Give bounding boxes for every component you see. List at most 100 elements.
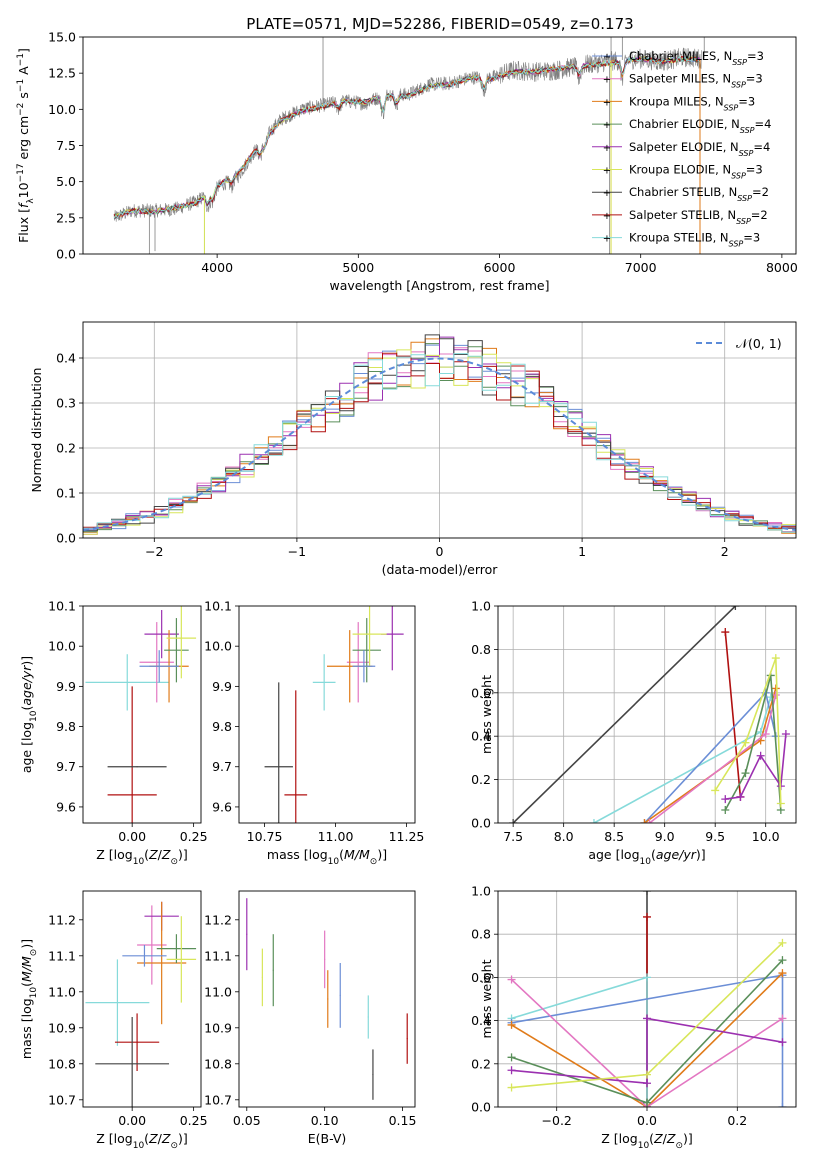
weight-point-marker (507, 975, 516, 984)
label-part: Z [log (96, 1131, 132, 1146)
data-point (391, 633, 393, 635)
label-part: M/M (344, 847, 370, 862)
weight-point-marker (771, 654, 780, 663)
age_vs_mass-plot-area (264, 606, 404, 823)
weight-point-marker (778, 956, 787, 965)
weight-point-marker (721, 805, 730, 814)
weight-point-marker (756, 751, 765, 760)
y-tick-label: 1.0 (471, 884, 491, 899)
y-tick-label: 0.3 (56, 396, 76, 411)
x-tick-label: 8000 (766, 260, 798, 275)
y-tick-label: 0.0 (471, 1100, 491, 1115)
legend-marker: + (603, 211, 611, 222)
legend-marker: + (603, 120, 611, 131)
y-tick-label: 11.0 (204, 984, 232, 999)
axes-frame (82, 605, 202, 824)
data-point (161, 962, 163, 964)
label-part: / (158, 847, 163, 862)
residual-histogram-step (83, 334, 796, 532)
y-tick-label: 10.9 (48, 1020, 76, 1035)
label-part: 10 (16, 182, 31, 198)
x-tick-label: 10.0 (752, 829, 780, 844)
weight-vs-age-panel: 7.5 8.0 8.5 9.0 9.5 10.0 0.0 0.2 0.4 0.6 0.8 1.0 age… (471, 599, 797, 867)
legend-label-tail: =3 (743, 231, 760, 245)
y-tick-label: 5.0 (56, 174, 76, 189)
y-tick-label: 0.2 (56, 441, 76, 456)
data-point (372, 1074, 374, 1076)
legend-label-sub: SSP (739, 148, 754, 157)
label-part: erg cm (16, 116, 31, 164)
y-tick-label: 10.8 (204, 1056, 232, 1071)
y-tick-label: 0.8 (471, 927, 491, 942)
normal-distribution-curve (83, 357, 796, 532)
y-tick-label: 0.8 (471, 642, 491, 657)
legend-marker: + (603, 75, 611, 86)
x-tick-label: 10.75 (247, 829, 283, 844)
weight-series-line (724, 675, 782, 811)
spectrum-panel: 4000 5000 6000 7000 8000 0.0 2.5 5.0 7.5 10.0 12.5… (16, 30, 798, 294)
weight-point-marker (643, 912, 651, 921)
label-part: λ (26, 198, 36, 204)
label-part: 10 (133, 857, 145, 867)
y-axis-label: mass weight (479, 959, 494, 1038)
label-part: )] (178, 847, 188, 862)
y-tick-label: 15.0 (48, 30, 76, 45)
y-tick-label: 0.2 (471, 1056, 491, 1071)
axes-frame (82, 890, 202, 1108)
label-part: 10 (328, 857, 340, 867)
legend-marker: + (603, 52, 611, 63)
legend-label-tail: =3 (746, 163, 763, 177)
x-tick-label: 8.5 (604, 829, 624, 844)
label-part: 10 (640, 857, 652, 867)
figure-title: PLATE=0571, MJD=52286, FIBERID=0549, z=0… (246, 15, 633, 33)
x-tick-label: 0.00 (118, 1113, 146, 1128)
weight-series-line (511, 972, 784, 1107)
data-point (357, 661, 359, 663)
label-part: ⊙ (370, 857, 378, 867)
mass_vs_Z-plot-area (85, 901, 197, 1107)
y-tick-label: 0.4 (471, 1013, 491, 1028)
legend-entry-label: Kroupa MILES, NSSP=3 (629, 94, 755, 112)
data-point (143, 955, 146, 957)
legend-label-tail: =3 (747, 49, 764, 63)
label-part: −1 (16, 53, 26, 66)
label-part: 10 (133, 1141, 145, 1151)
x-tick-label: 0 (436, 544, 444, 559)
weight-point-marker (589, 819, 598, 823)
weight-point-marker (778, 1103, 787, 1107)
label-part: 10 (638, 1141, 650, 1151)
x-tick-label: 1 (578, 544, 586, 559)
legend-label-tail: =3 (738, 94, 755, 108)
label-part: −1 (16, 79, 26, 92)
legend-label-main: Kroupa MILES, N (629, 94, 724, 108)
y-tick-label: 10.1 (204, 599, 232, 614)
y-tick-label: 11.1 (48, 948, 76, 963)
y-tick-label: 0.0 (56, 247, 76, 262)
y-tick-label: 11.1 (204, 948, 232, 963)
x-tick-label: −0.2 (542, 1113, 572, 1128)
label-part: Z (666, 1131, 676, 1146)
label-part: / (158, 1131, 163, 1146)
data-point (363, 665, 365, 667)
mass-vs-ebv-panel: 0.05 0.10 0.15 10.7 10.8 10.9 11.0 11.1 11.2 E(B-… (204, 890, 416, 1146)
x-tick-label: 0.00 (118, 829, 146, 844)
age-vs-mass-panel: 10.75 11.00 11.25 9.6 9.7 9.8 9.9 10.0 10.1 mass … (204, 599, 424, 868)
label-part: age [log (19, 722, 34, 773)
weight-point-marker (731, 606, 740, 610)
data-point (272, 969, 274, 971)
label-part: M/M (19, 956, 34, 982)
y-tick-label: 11.2 (204, 912, 232, 927)
label-part: Z (148, 847, 158, 862)
label-part: f (16, 202, 31, 208)
legend-entry-label: 𝒩(0, 1) (736, 336, 782, 351)
weight-point-marker (781, 730, 790, 739)
label-part: −2 (16, 103, 26, 116)
label-part: Z (161, 847, 171, 862)
x-tick-label: 9.5 (705, 829, 725, 844)
mass_vs_EBV-plot-area (246, 898, 408, 1100)
label-part: )] (696, 847, 706, 862)
label-part: ⊙ (170, 857, 178, 867)
data-point (151, 944, 153, 946)
